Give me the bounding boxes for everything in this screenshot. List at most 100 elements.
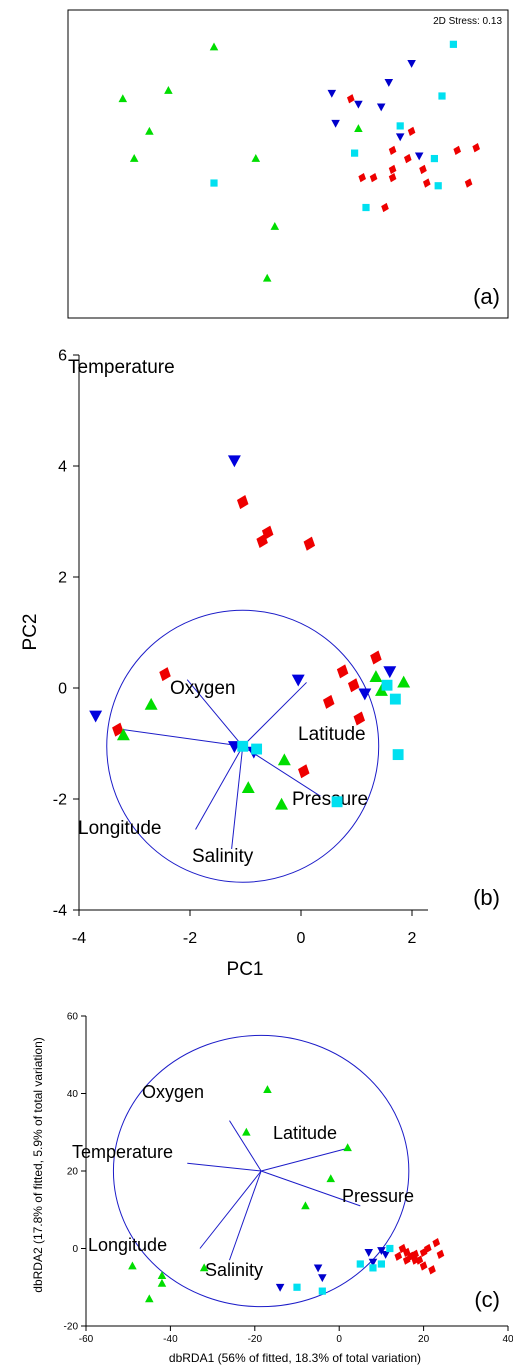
panel-c-vector-label: Longitude	[88, 1235, 167, 1255]
panel-b-point-square	[389, 693, 401, 705]
panel-b-vector-label: Temperature	[68, 357, 175, 378]
panel-c-y-tick-label: 20	[67, 1167, 79, 1178]
panel-b-point-triangle-down	[291, 674, 305, 687]
panel-b-point-diamond	[112, 722, 124, 737]
panel-b-point-square	[251, 743, 263, 755]
panel-c-vector-line	[229, 1120, 262, 1172]
panel-a-point-triangle-up	[209, 42, 219, 51]
panel-c-point-square	[293, 1283, 301, 1291]
panel-c-point-diamond	[415, 1255, 424, 1265]
panel-b-vector-label: Oxygen	[170, 678, 235, 699]
panel-b-point-triangle-down	[383, 666, 397, 679]
panel-c-ordination-overlay: Oxygen Temperature Latitude Pressure Longitu…	[72, 1034, 414, 1308]
panel-b-point-diamond	[322, 694, 335, 709]
panel-a-points	[118, 40, 481, 282]
panel-a-point-diamond	[407, 126, 416, 137]
panel-a-frame	[67, 9, 509, 319]
panel-c: -60 -40 -20 0 20 40 -20 0 20 40 60 dbRDA1 (56% of …	[31, 1012, 513, 1366]
panel-a-point-square	[449, 40, 457, 48]
panel-a-point-triangle-up	[270, 222, 280, 230]
panel-a-point-diamond	[464, 178, 473, 188]
panel-a-point-square	[351, 149, 359, 157]
panel-b-vector-line	[242, 682, 307, 747]
panel-b-point-triangle-down	[227, 455, 241, 468]
panel-c-label: (c)	[474, 1287, 500, 1312]
panel-a-point-triangle-up	[129, 154, 139, 162]
panel-c-point-triangle-up	[242, 1127, 251, 1136]
panel-a: 2D Stress: 0.13 (a)	[67, 9, 509, 319]
panel-b-point-diamond	[347, 678, 360, 693]
panel-b-point-square	[237, 740, 249, 752]
panel-c-point-diamond	[436, 1249, 445, 1259]
panel-c-point-triangle-up	[157, 1271, 167, 1279]
panel-b-point-triangle-up	[241, 781, 255, 793]
panel-c-ticks: -60 -40 -20 0 20 40 -20 0 20 40 60	[64, 1012, 513, 1346]
panel-a-point-diamond	[388, 172, 397, 183]
panel-c-point-triangle-up	[145, 1294, 154, 1303]
panel-c-point-diamond	[424, 1243, 432, 1254]
panel-b-vector-label: Latitude	[298, 724, 366, 745]
panel-c-vector-line	[261, 1147, 350, 1172]
panel-c-vector-label: Latitude	[273, 1123, 337, 1143]
panel-a-point-diamond	[346, 94, 355, 104]
panel-a-point-square	[362, 203, 370, 212]
panel-c-point-triangle-up	[128, 1261, 137, 1270]
panel-b-point-diamond	[370, 650, 382, 665]
panel-a-point-triangle-up	[262, 273, 272, 282]
panel-b-point-triangle-up	[277, 753, 291, 766]
panel-b-ordination-overlay: Oxygen Temperature Latitude Pressure Longitu…	[68, 357, 380, 883]
panel-c-y-tick-label: -20	[64, 1322, 79, 1333]
panel-a-point-diamond	[388, 145, 397, 156]
panel-c-x-tick-label: -20	[248, 1334, 263, 1345]
panel-c-point-triangle-up	[263, 1085, 272, 1093]
panel-a-point-triangle-down	[331, 119, 340, 128]
panel-a-point-triangle-up	[118, 94, 128, 103]
panel-b-label: (b)	[473, 885, 500, 910]
panel-a-point-triangle-up	[145, 126, 154, 135]
panel-b-point-square	[381, 679, 393, 691]
panel-b-point-diamond	[159, 667, 171, 682]
panel-b-x-tick-label: -4	[72, 930, 86, 947]
panel-b-point-triangle-up	[275, 797, 289, 810]
panel-a-point-diamond	[369, 172, 378, 183]
panel-a-point-triangle-up	[164, 86, 173, 94]
panel-b-x-tick-label: 0	[297, 930, 306, 947]
panel-c-x-tick-label: 40	[502, 1334, 513, 1345]
panel-c-point-triangle-down	[368, 1258, 378, 1267]
panel-b-vector-line	[123, 729, 243, 747]
panel-c-x-tick-label: -60	[79, 1334, 94, 1345]
panel-b-point-diamond	[353, 711, 366, 726]
panel-a-point-triangle-down	[354, 100, 363, 109]
panel-c-point-triangle-down	[313, 1264, 323, 1273]
panel-c-correlation-circle	[112, 1034, 410, 1308]
panel-c-point-square	[377, 1260, 385, 1268]
panel-c-points	[128, 1085, 445, 1303]
panel-c-point-triangle-up	[326, 1174, 336, 1183]
panel-a-point-triangle-down	[414, 152, 424, 161]
panel-c-point-diamond	[419, 1261, 428, 1271]
panel-a-point-diamond	[403, 153, 412, 164]
panel-c-point-triangle-up	[157, 1278, 167, 1287]
panel-b-vector-label: Salinity	[192, 846, 254, 867]
panel-b: -4 -2 0 2 -4 -2 0 2 4 6 PC1 PC2 (b) Oxygen Tempera…	[20, 348, 500, 980]
panel-a-point-triangle-down	[384, 79, 394, 87]
panel-b-point-triangle-up	[375, 683, 388, 696]
panel-a-point-diamond	[419, 164, 427, 175]
panel-a-point-square	[434, 182, 442, 190]
panel-b-y-tick-label: -4	[53, 903, 67, 920]
panel-c-point-diamond	[432, 1238, 441, 1248]
panel-c-point-triangle-up	[199, 1263, 209, 1272]
panel-b-x-axis-label: PC1	[227, 959, 264, 980]
panel-a-point-diamond	[472, 143, 481, 153]
panel-b-points	[89, 455, 411, 810]
panel-c-point-triangle-up	[301, 1201, 310, 1210]
panel-c-vector-label: Pressure	[342, 1186, 414, 1206]
panel-c-point-square	[386, 1244, 394, 1253]
panel-c-vector-label: Salinity	[205, 1260, 263, 1280]
panel-a-point-square	[430, 154, 438, 163]
panel-b-point-diamond	[336, 664, 349, 679]
panel-b-point-square	[392, 749, 404, 761]
panel-c-y-tick-label: 60	[67, 1012, 79, 1023]
panel-c-x-tick-label: 0	[336, 1334, 342, 1345]
panel-b-y-tick-label: 6	[58, 348, 67, 365]
